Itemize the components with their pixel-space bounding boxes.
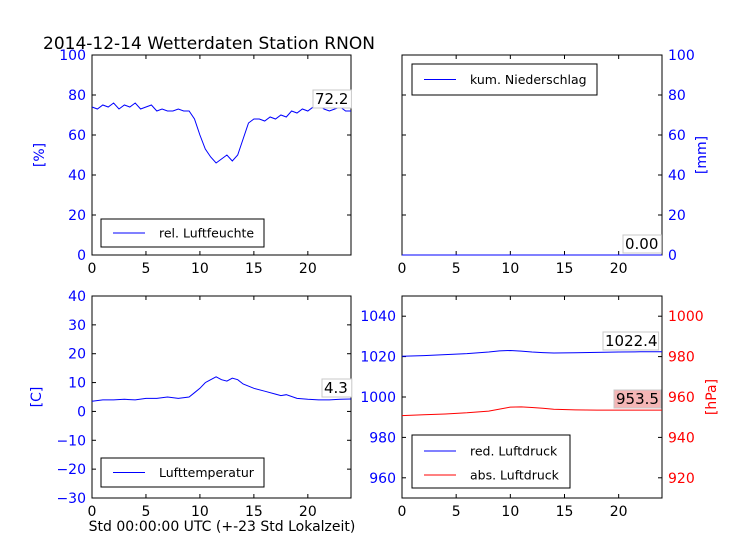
x-tick-label: 15 xyxy=(556,504,574,520)
y-tick-label: −30 xyxy=(56,491,86,507)
y-right-tick-label: 980 xyxy=(668,350,695,366)
annotation-box xyxy=(602,331,660,351)
y-tick-label: 0 xyxy=(668,248,677,264)
y-tick-label: 30 xyxy=(68,318,86,334)
series-line xyxy=(91,376,352,402)
annotation-box xyxy=(613,389,662,409)
panel-bottom-left: 0 5 10 15 20 −30 −20 −10 0 10 20 30 40 [C] 4.3 Lufttemp… xyxy=(29,289,353,520)
y-tick-label: 100 xyxy=(59,48,86,64)
figure-xlabel: Std 00:00:00 UTC (+-23 Std Lokalzeit) xyxy=(89,519,356,535)
last-value-annotation: 0.00 xyxy=(625,235,658,253)
y-tick-label: 1000 xyxy=(360,390,396,406)
y-axis-label: [hPa] xyxy=(704,379,720,415)
last-value-annotation: 1022.4 xyxy=(605,332,658,350)
legend-label: abs. Luftdruck xyxy=(470,468,560,483)
last-value-annotation: 4.3 xyxy=(324,379,348,397)
y-right-tick-label: 940 xyxy=(668,430,695,446)
panel-top-left: 0 5 10 15 20 0 20 40 60 80 100 [%] 72.2 rel. Luftfeuc… xyxy=(32,48,352,277)
annotation-box xyxy=(312,89,352,109)
x-tick-label: 10 xyxy=(501,504,519,520)
x-tick-label: 10 xyxy=(501,261,519,277)
y-tick-label: 60 xyxy=(668,128,686,144)
x-tick-label: 15 xyxy=(245,504,263,520)
annotation-box xyxy=(622,234,662,254)
x-tick-label: 15 xyxy=(245,261,263,277)
y-tick-label: 1040 xyxy=(360,309,396,325)
x-tick-label: 5 xyxy=(141,504,150,520)
panel-top-right: 0 5 10 15 20 0 20 40 60 80 100 [mm] 0.00 kum. Nieders… xyxy=(398,48,710,277)
x-tick-label: 20 xyxy=(299,504,317,520)
series-line xyxy=(401,406,662,417)
y-right-tick-label: 960 xyxy=(668,390,695,406)
y-tick-label: 40 xyxy=(68,168,86,184)
x-tick-label: 5 xyxy=(452,261,461,277)
y-tick-label: 10 xyxy=(68,376,86,392)
figure-title: 2014-12-14 Wetterdaten Station RNON xyxy=(43,34,375,54)
y-tick-label: 40 xyxy=(68,289,86,305)
last-value-annotation: 953.5 xyxy=(616,390,659,408)
legend-box xyxy=(411,434,571,489)
legend-label: rel. Luftfeuchte xyxy=(159,226,254,241)
y-tick-label: 1020 xyxy=(360,350,396,366)
annotation-box xyxy=(321,378,353,398)
y-tick-label: 60 xyxy=(68,128,86,144)
series-line xyxy=(401,349,662,357)
last-value-annotation: 72.2 xyxy=(315,90,348,108)
x-tick-label: 5 xyxy=(141,261,150,277)
x-tick-label: 0 xyxy=(398,504,407,520)
y-tick-label: 20 xyxy=(668,208,686,224)
x-tick-label: 0 xyxy=(88,504,97,520)
panel-bottom-right: 0 5 10 15 20 960 980 1000 1020 1040 920 940 960 980 10… xyxy=(360,295,720,520)
y-axis-label: [C] xyxy=(29,387,45,408)
y-tick-label: −10 xyxy=(56,433,86,449)
x-tick-label: 20 xyxy=(610,504,628,520)
x-tick-label: 20 xyxy=(299,261,317,277)
y-tick-label: 20 xyxy=(68,347,86,363)
y-axis-label: [%] xyxy=(32,143,48,167)
legend-label: Lufttemperatur xyxy=(159,465,255,480)
y-tick-label: 80 xyxy=(668,88,686,104)
y-tick-label: 40 xyxy=(668,168,686,184)
x-tick-label: 10 xyxy=(191,504,209,520)
legend-label: red. Luftdruck xyxy=(470,444,558,459)
x-tick-label: 10 xyxy=(191,261,209,277)
legend-label: kum. Niederschlag xyxy=(470,72,587,87)
y-tick-label: 0 xyxy=(77,404,86,420)
y-tick-label: 0 xyxy=(77,248,86,264)
x-tick-label: 15 xyxy=(556,261,574,277)
y-tick-label: −20 xyxy=(56,462,86,478)
y-tick-label: 960 xyxy=(369,471,396,487)
y-tick-label: 980 xyxy=(369,430,396,446)
series-line xyxy=(91,102,351,164)
y-right-tick-label: 1000 xyxy=(668,309,704,325)
x-tick-label: 5 xyxy=(452,504,461,520)
y-tick-label: 20 xyxy=(68,208,86,224)
x-tick-label: 0 xyxy=(88,261,97,277)
x-tick-label: 0 xyxy=(398,261,407,277)
x-tick-label: 20 xyxy=(610,261,628,277)
y-axis-label: [mm] xyxy=(694,136,710,174)
y-tick-label: 80 xyxy=(68,88,86,104)
y-tick-label: 100 xyxy=(668,48,695,64)
y-right-tick-label: 920 xyxy=(668,471,695,487)
